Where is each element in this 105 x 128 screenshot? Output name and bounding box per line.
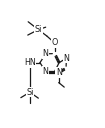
- Text: N: N: [43, 67, 49, 76]
- Text: N: N: [43, 49, 49, 58]
- Text: N: N: [64, 54, 69, 63]
- Text: N: N: [56, 68, 62, 77]
- Text: Si: Si: [35, 25, 42, 34]
- Text: Si: Si: [26, 88, 33, 97]
- Text: HN: HN: [24, 58, 36, 67]
- Text: O: O: [51, 38, 58, 47]
